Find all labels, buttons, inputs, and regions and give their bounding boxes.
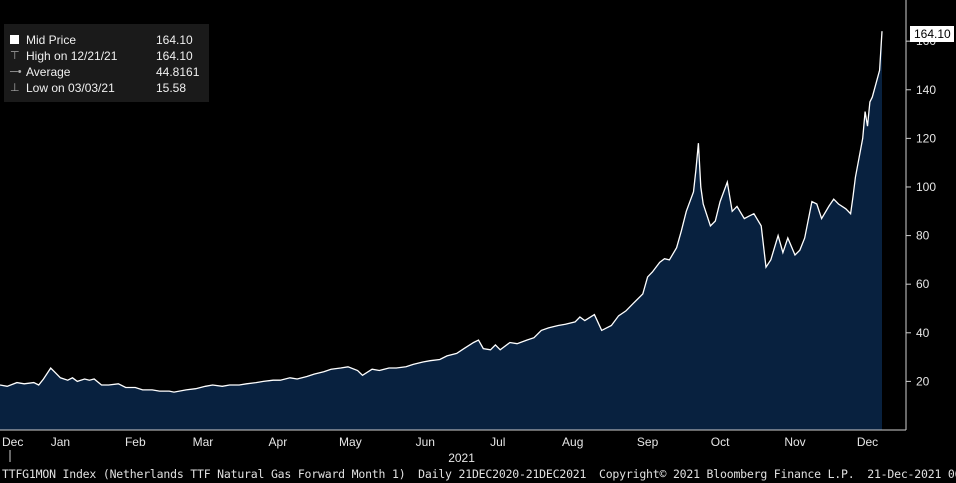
x-tick-label: Sep — [637, 435, 659, 449]
x-tick-label: Dec — [857, 435, 878, 449]
legend-item-average: ─• Average 44.8161 — [4, 64, 209, 80]
series-line — [0, 31, 883, 393]
x-tick-label: Feb — [125, 435, 146, 449]
y-tick-label: 60 — [916, 277, 930, 291]
legend-item-low: ⊥ Low on 03/03/21 15.58 — [4, 80, 209, 96]
average-marker-icon: ─• — [10, 66, 22, 78]
x-tick-label: May — [339, 435, 362, 449]
legend-value: 15.58 — [156, 81, 187, 95]
y-tick-label: 140 — [916, 83, 936, 97]
y-tick-label: 20 — [916, 374, 930, 388]
x-tick-label: Jan — [51, 435, 70, 449]
y-tick-label: 120 — [916, 131, 936, 145]
square-icon — [10, 32, 26, 48]
x-tick-label: Apr — [269, 435, 288, 449]
legend-label: Low on 03/03/21 — [26, 81, 115, 95]
y-tick-label: 100 — [916, 180, 936, 194]
legend-item-mid-price: Mid Price 164.10 — [4, 32, 209, 48]
x-tick-label: Nov — [784, 435, 805, 449]
y-tick-label: 40 — [916, 326, 930, 340]
x-tick-label: Jun — [416, 435, 435, 449]
footer-range: Daily 21DEC2020-21DEC2021 — [418, 467, 587, 481]
legend-label: Average — [26, 65, 71, 79]
low-marker-icon: ⊥ — [10, 82, 20, 94]
x-year-label: 2021 — [448, 451, 475, 465]
footer-timestamp: 21-Dec-2021 06:37:28 — [867, 467, 956, 481]
y-tick-label: 80 — [916, 229, 930, 243]
footer-copyright: Copyright© 2021 Bloomberg Finance L.P. — [598, 467, 855, 481]
legend-box: Mid Price 164.10 ⊤ High on 12/21/21 164.… — [4, 24, 209, 102]
legend-value: 44.8161 — [156, 65, 200, 79]
series-area — [0, 31, 882, 430]
last-value-badge: 164.10 — [910, 26, 954, 42]
footer-ticker: TTFG1MON Index (Netherlands TTF Natural … — [2, 467, 406, 481]
chart-footer: TTFG1MON Index (Netherlands TTF Natural … — [2, 467, 956, 481]
legend-label: Mid Price — [26, 33, 77, 47]
legend-item-high: ⊤ High on 12/21/21 164.10 — [4, 48, 209, 64]
legend-label: High on 12/21/21 — [26, 49, 118, 63]
x-tick-label: Oct — [711, 435, 730, 449]
legend-value: 164.10 — [156, 49, 193, 63]
x-tick-label: Jul — [490, 435, 505, 449]
x-tick-label: Mar — [193, 435, 214, 449]
high-marker-icon: ⊤ — [10, 50, 20, 62]
x-tick-label: Aug — [562, 435, 583, 449]
legend-value: 164.10 — [156, 33, 193, 47]
x-tick-label: Dec — [2, 435, 23, 449]
